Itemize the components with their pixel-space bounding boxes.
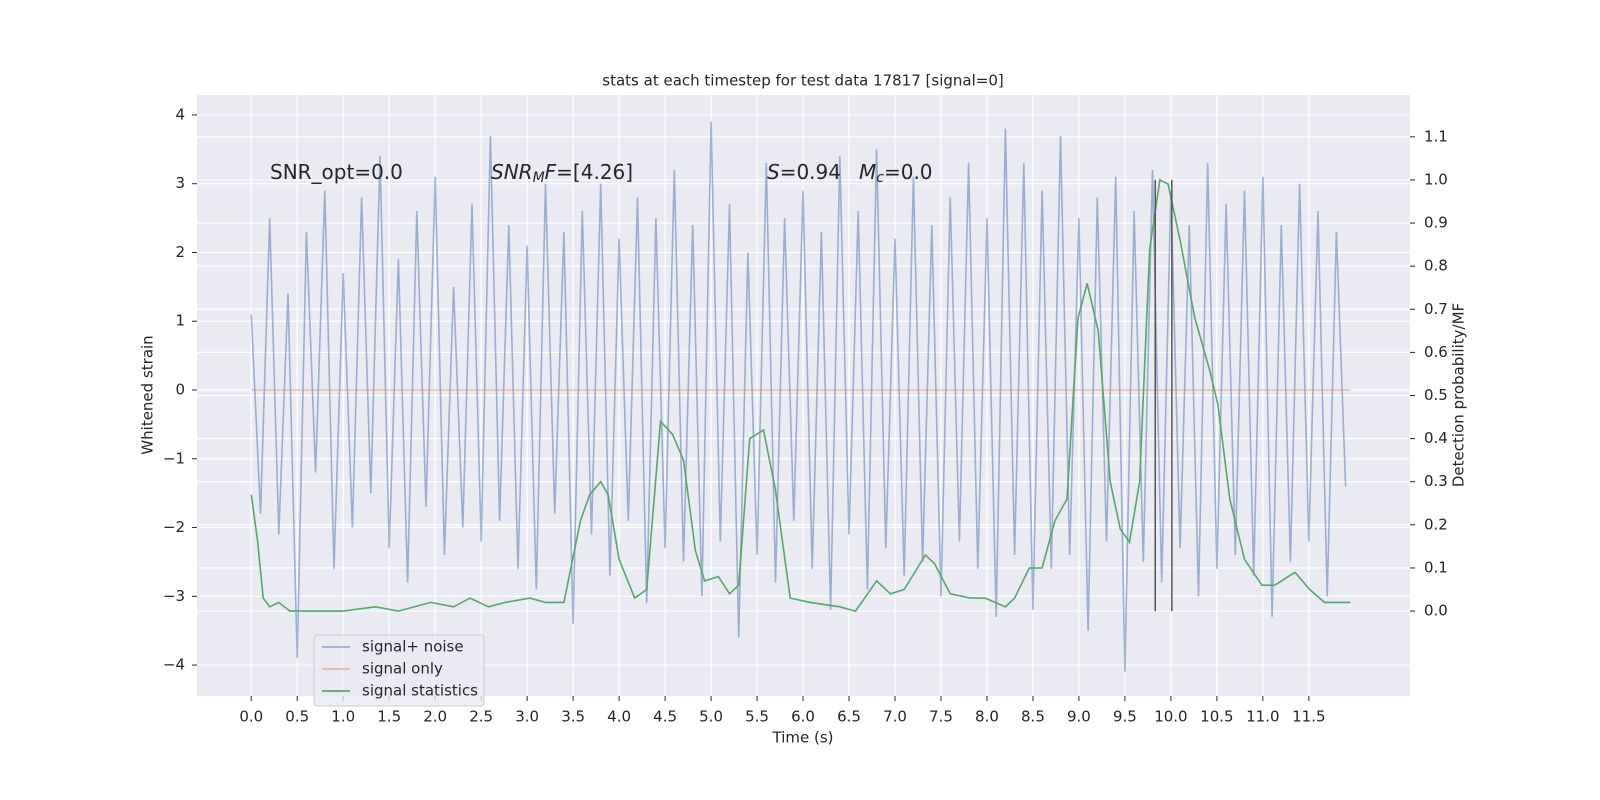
x-axis-label: Time (s) (772, 729, 834, 747)
x-tick-label: 8.5 (1021, 708, 1045, 726)
x-tick-label: 9.5 (1113, 708, 1137, 726)
annotation-part: SNR (491, 160, 533, 184)
x-tick-label: 2.5 (469, 708, 493, 726)
x-tick-label: 6.5 (837, 708, 861, 726)
y-tick-label: −4 (163, 656, 185, 674)
y-tick-label: −3 (163, 587, 185, 605)
y2-tick-label: 0.8 (1424, 257, 1448, 275)
x-tick-label: 6.0 (791, 708, 815, 726)
annotation: SNRMF=[4.26] (491, 160, 633, 187)
y2-tick-label: 0.3 (1424, 472, 1448, 490)
annotation: SNR_opt=0.0 (270, 160, 403, 184)
x-tick-label: 11.0 (1246, 708, 1279, 726)
annotation-part: =0.0 (884, 160, 933, 184)
y2-tick-label: 0.1 (1424, 558, 1448, 576)
annotation-part: M (859, 160, 876, 184)
y-tick-label: 1 (175, 312, 185, 330)
y2-tick-label: 0.6 (1424, 343, 1448, 361)
x-tick-label: 5.0 (699, 708, 723, 726)
y-tick-label: 2 (175, 243, 185, 261)
y-tick-label: 0 (175, 380, 185, 398)
x-tick-label: 3.0 (515, 708, 539, 726)
annotation-part: SNR_opt=0.0 (270, 160, 403, 184)
x-tick-label: 3.5 (561, 708, 585, 726)
annotation-part: M (533, 170, 545, 186)
annotation-part: c (876, 170, 884, 186)
y-tick-label: −2 (163, 518, 185, 536)
legend-label: signal only (362, 660, 443, 678)
y2-tick-label: 0.7 (1424, 300, 1448, 318)
x-tick-label: 8.0 (975, 708, 999, 726)
y2-tick-label: 1.1 (1424, 127, 1448, 145)
annotation-part: =0.94 (780, 160, 841, 184)
legend-label: signal statistics (362, 682, 478, 700)
x-tick-label: 4.0 (607, 708, 631, 726)
annotation-part: =[4.26] (556, 160, 633, 184)
y2-tick-label: 0.9 (1424, 214, 1448, 232)
annotation: Mc=0.0 (859, 160, 933, 187)
x-tick-label: 0.0 (239, 708, 263, 726)
x-tick-label: 11.5 (1292, 708, 1325, 726)
annotation-part: S (767, 160, 780, 184)
x-tick-label: 0.5 (285, 708, 309, 726)
x-tick-label: 4.5 (653, 708, 677, 726)
y-tick-label: −1 (163, 449, 185, 467)
y2-tick-label: 0.4 (1424, 429, 1448, 447)
legend-box (313, 634, 485, 707)
x-tick-label: 10.0 (1154, 708, 1187, 726)
annotation: S=0.94 (767, 160, 841, 184)
y2-tick-label: 0.0 (1424, 602, 1448, 620)
y2-tick-label: 0.5 (1424, 386, 1448, 404)
chart-title: stats at each timestep for test data 178… (602, 72, 1003, 90)
series-line (250, 178, 1351, 613)
annotation-part: F (545, 160, 557, 184)
legend-label: signal+ noise (362, 638, 464, 656)
series-line (250, 121, 1347, 672)
x-tick-label: 1.5 (377, 708, 401, 726)
x-tick-label: 7.0 (883, 708, 907, 726)
y-tick-label: 3 (175, 174, 185, 192)
y-axis-label: Whitened strain (139, 335, 157, 454)
x-tick-label: 5.5 (745, 708, 769, 726)
y2-tick-label: 0.2 (1424, 515, 1448, 533)
x-tick-label: 7.5 (929, 708, 953, 726)
x-tick-label: 1.0 (331, 708, 355, 726)
x-tick-label: 9.0 (1067, 708, 1091, 726)
x-tick-label: 10.5 (1200, 708, 1233, 726)
y2-axis-label: Detection probability/MF (1450, 303, 1468, 487)
y2-tick-label: 1.0 (1424, 170, 1448, 188)
x-tick-label: 2.0 (423, 708, 447, 726)
y-tick-label: 4 (175, 105, 185, 123)
